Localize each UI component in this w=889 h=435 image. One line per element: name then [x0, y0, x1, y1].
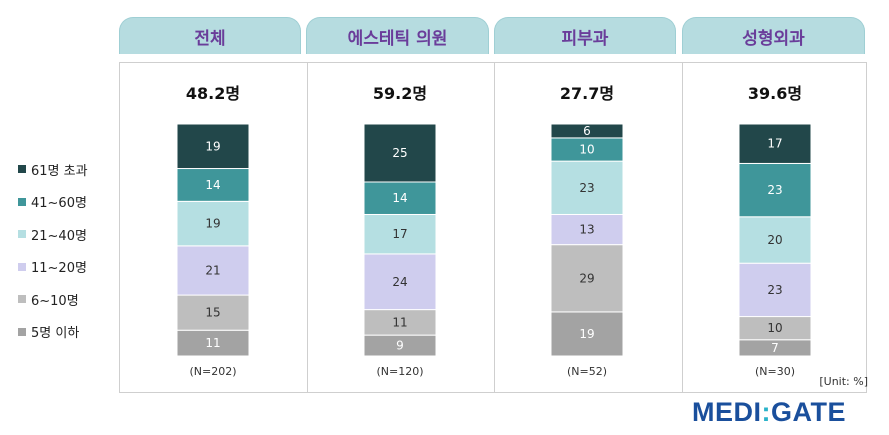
- bar-segment: [363, 181, 437, 215]
- bar-segment: [550, 123, 624, 139]
- bar-value-label: 21: [205, 263, 220, 277]
- bar-value-label: 17: [392, 227, 407, 241]
- bar-segment: [176, 200, 250, 247]
- bar-value-label: 14: [205, 178, 220, 192]
- average-label: 39.6명: [747, 84, 803, 103]
- legend-item: 21~40명: [18, 226, 87, 244]
- bar-value-label: 6: [583, 124, 591, 138]
- bar-value-label: 24: [392, 275, 407, 289]
- bar-value-label: 17: [767, 137, 782, 151]
- bar-segment: [176, 245, 250, 296]
- bar-value-label: 23: [767, 183, 782, 197]
- bar-segment: [738, 162, 812, 218]
- bar-value-label: 10: [579, 143, 594, 157]
- bar-value-label: 25: [392, 146, 407, 160]
- bar-value-label: 29: [579, 271, 594, 285]
- average-label: 59.2명: [372, 84, 428, 103]
- bar-value-label: 7: [771, 341, 779, 355]
- bar-value-label: 19: [205, 217, 220, 231]
- bar-segment: [176, 329, 250, 357]
- sample-size-label: (N=120): [376, 365, 424, 378]
- bar-segment: [550, 244, 624, 313]
- tab-plastic-surgery: 성형외과: [682, 17, 865, 54]
- logo-text: MEDI: [692, 396, 762, 427]
- bar-segment: [738, 262, 812, 318]
- bar-value-label: 14: [392, 191, 407, 205]
- sample-size-label: (N=30): [754, 365, 796, 378]
- bar-segment: [363, 213, 437, 255]
- legend-item: 61명 초과: [18, 161, 88, 179]
- bar-value-label: 23: [767, 283, 782, 297]
- bar-value-label: 10: [767, 321, 782, 335]
- tab-label: 전체: [194, 28, 226, 49]
- bar-segment: [363, 123, 437, 183]
- bar-segment: [176, 294, 250, 331]
- logo-text: GATE: [771, 396, 846, 427]
- bar-value-label: 19: [579, 327, 594, 341]
- bar-value-label: 19: [205, 139, 220, 153]
- bar-value-label: 20: [767, 233, 782, 247]
- average-label: 27.7명: [559, 84, 615, 103]
- sample-size-label: (N=202): [189, 365, 237, 378]
- bar-value-label: 11: [205, 336, 220, 350]
- bar-segment: [176, 168, 250, 202]
- legend-swatch: [18, 165, 26, 173]
- bar-value-label: 9: [396, 339, 404, 353]
- legend-item: 11~20명: [18, 259, 87, 276]
- sample-size-label: (N=52): [566, 365, 608, 378]
- tab-label: 성형외과: [742, 28, 805, 49]
- logo-separator: :: [761, 396, 771, 427]
- legend-swatch: [18, 327, 26, 336]
- medigate-logo: MEDI: GATE: [692, 395, 872, 429]
- bar-segment: [550, 311, 624, 357]
- tab-label: 피부과: [561, 28, 609, 49]
- legend-swatch: [18, 262, 26, 271]
- bar-value-label: 11: [392, 315, 407, 329]
- legend-swatch: [18, 230, 26, 238]
- legend-label: 5명 이하: [31, 326, 80, 341]
- tab-aesthetic-clinic: 에스테틱 의원: [306, 17, 489, 54]
- legend-label: 61명 초과: [31, 163, 88, 179]
- bar-value-label: 15: [205, 306, 220, 320]
- bar-segment: [176, 123, 250, 170]
- legend-item: 5명 이하: [18, 324, 80, 341]
- legend-swatch: [18, 295, 26, 303]
- tab-dermatology: 피부과: [494, 17, 676, 54]
- legend-swatch: [18, 197, 26, 206]
- bar-segment: [738, 216, 812, 264]
- legend-label: 11~20명: [31, 261, 87, 276]
- bar-value-label: 23: [579, 181, 594, 195]
- legend-label: 6~10명: [31, 293, 79, 309]
- legend-label: 41~60명: [31, 196, 87, 211]
- legend-label: 21~40명: [31, 228, 87, 244]
- legend-item: 6~10명: [18, 291, 79, 309]
- unit-label: [Unit: %]: [819, 375, 868, 388]
- tab-label: 에스테틱 의원: [347, 28, 448, 49]
- average-label: 48.2명: [185, 84, 241, 103]
- tab-overall: 전체: [119, 17, 301, 54]
- legend-item: 41~60명: [18, 194, 87, 211]
- bar-segment: [550, 213, 624, 246]
- bar-value-label: 13: [579, 223, 594, 237]
- bar-segment: [738, 123, 812, 164]
- bar-segment: [550, 160, 624, 215]
- bar-segment: [363, 253, 437, 311]
